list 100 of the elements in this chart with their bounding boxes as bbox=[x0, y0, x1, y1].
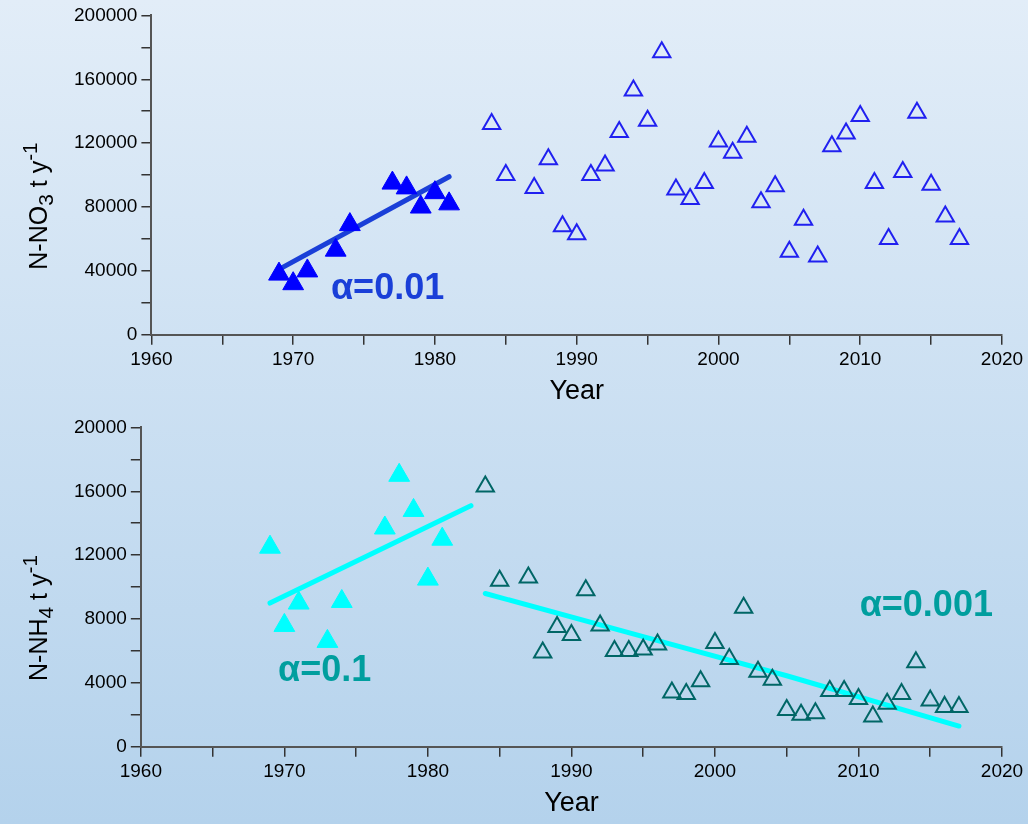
point bbox=[268, 261, 290, 281]
y-tick-label: 20000 bbox=[73, 415, 127, 437]
y-tick-label: 40000 bbox=[84, 259, 138, 281]
x-axis-title: Year bbox=[544, 787, 599, 818]
point bbox=[438, 191, 460, 211]
point bbox=[409, 194, 432, 214]
point bbox=[690, 670, 711, 688]
point bbox=[877, 692, 897, 710]
point bbox=[424, 180, 446, 200]
point bbox=[296, 258, 319, 278]
point bbox=[609, 120, 629, 138]
point bbox=[316, 628, 339, 648]
point bbox=[850, 105, 870, 123]
point bbox=[431, 526, 454, 546]
point bbox=[324, 237, 347, 257]
point bbox=[906, 651, 926, 669]
point bbox=[496, 164, 516, 182]
x-tick-label: 2000 bbox=[697, 348, 740, 370]
point bbox=[489, 569, 510, 587]
point bbox=[533, 641, 553, 659]
point bbox=[921, 173, 941, 191]
x-tick-label: 1980 bbox=[413, 348, 457, 370]
point bbox=[633, 638, 653, 656]
point bbox=[552, 215, 573, 233]
point bbox=[949, 695, 969, 713]
point bbox=[590, 614, 610, 632]
x-tick-label: 1990 bbox=[550, 760, 593, 782]
point bbox=[822, 135, 842, 153]
y-tick-label: 12000 bbox=[73, 543, 127, 565]
y-tick-label: 4000 bbox=[84, 671, 127, 693]
y-tick-label: 80000 bbox=[84, 195, 138, 217]
point bbox=[791, 703, 811, 721]
point bbox=[805, 702, 826, 720]
point bbox=[680, 188, 700, 206]
point bbox=[623, 79, 644, 97]
point bbox=[722, 141, 743, 159]
point bbox=[666, 178, 686, 196]
point bbox=[779, 240, 800, 258]
point bbox=[518, 566, 539, 584]
point bbox=[777, 699, 797, 717]
point bbox=[561, 624, 582, 642]
point bbox=[935, 205, 955, 223]
point bbox=[581, 164, 601, 182]
annotation: α=0.01 bbox=[330, 266, 445, 308]
x-tick-label: 1960 bbox=[130, 348, 173, 370]
point bbox=[604, 639, 625, 657]
point bbox=[662, 681, 682, 699]
point bbox=[524, 176, 544, 194]
point bbox=[808, 245, 828, 263]
x-tick-label: 2020 bbox=[980, 348, 1024, 370]
point bbox=[907, 101, 927, 119]
y-tick-label: 160000 bbox=[74, 67, 138, 89]
point bbox=[891, 683, 912, 701]
point bbox=[793, 208, 814, 226]
point bbox=[330, 588, 353, 608]
x-tick-label: 2020 bbox=[980, 760, 1024, 782]
point bbox=[864, 172, 885, 190]
point bbox=[637, 109, 658, 127]
point bbox=[748, 660, 768, 678]
x-tick-label: 1970 bbox=[263, 760, 306, 782]
point bbox=[949, 227, 970, 245]
point bbox=[388, 462, 411, 482]
point bbox=[863, 705, 883, 723]
point bbox=[373, 515, 396, 535]
x-tick-label: 2000 bbox=[693, 760, 737, 782]
point bbox=[595, 154, 615, 172]
point bbox=[282, 271, 305, 291]
x-tick-label: 1960 bbox=[119, 760, 162, 782]
point bbox=[820, 679, 840, 697]
point bbox=[737, 125, 757, 143]
point bbox=[834, 679, 854, 697]
point bbox=[733, 596, 754, 614]
point bbox=[836, 122, 856, 140]
point bbox=[751, 191, 771, 209]
x-tick-label: 2010 bbox=[839, 348, 882, 370]
point bbox=[273, 612, 296, 632]
point bbox=[547, 616, 567, 634]
point bbox=[676, 683, 696, 701]
point bbox=[920, 689, 940, 707]
point bbox=[878, 227, 899, 245]
y-tick-label: 120000 bbox=[74, 131, 138, 153]
point bbox=[705, 632, 725, 649]
point bbox=[652, 41, 672, 59]
annotation: α=0.1 bbox=[278, 647, 372, 689]
annotation: α=0.001 bbox=[859, 582, 993, 624]
y-tick-label: 8000 bbox=[84, 607, 127, 629]
point bbox=[762, 668, 783, 686]
point bbox=[381, 170, 404, 190]
y-tick-label: 0 bbox=[126, 323, 138, 345]
point bbox=[619, 639, 639, 657]
point bbox=[402, 497, 425, 517]
point bbox=[567, 223, 587, 241]
x-axis-title: Year bbox=[549, 375, 604, 406]
point bbox=[647, 633, 668, 651]
x-tick-label: 1980 bbox=[406, 760, 450, 782]
y-tick-label: 200000 bbox=[74, 3, 138, 25]
point bbox=[694, 172, 714, 190]
point bbox=[287, 590, 310, 610]
y-tick-label: 0 bbox=[116, 735, 127, 757]
x-tick-label: 1990 bbox=[555, 348, 598, 370]
